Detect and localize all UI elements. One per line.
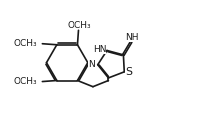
Text: S: S [125, 67, 133, 77]
Text: OCH₃: OCH₃ [13, 39, 37, 48]
Text: HN: HN [93, 45, 107, 54]
Text: OCH₃: OCH₃ [67, 21, 91, 30]
Text: NH: NH [125, 33, 139, 42]
Text: N: N [88, 60, 95, 69]
Text: OCH₃: OCH₃ [13, 77, 37, 86]
